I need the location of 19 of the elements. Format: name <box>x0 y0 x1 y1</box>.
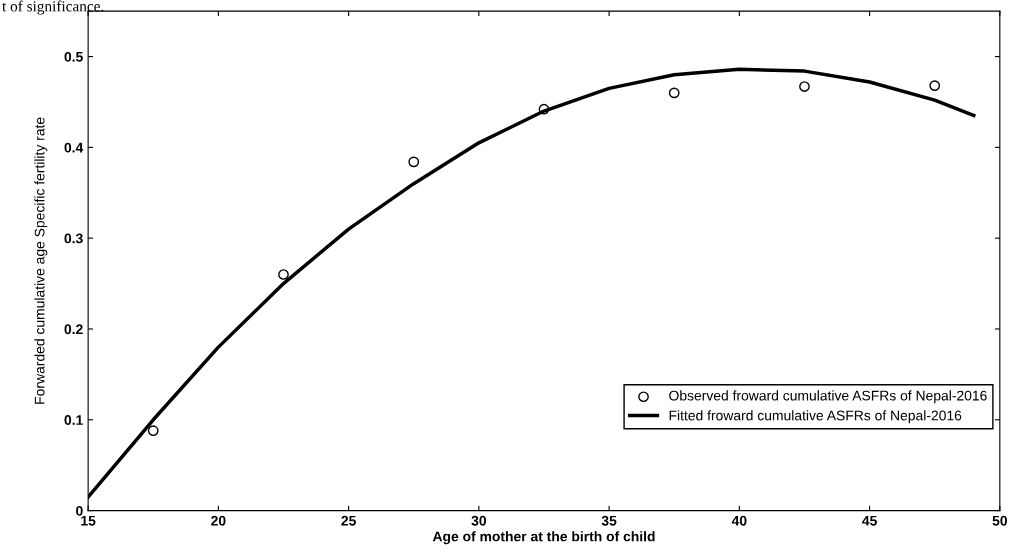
y-tick-label: 0.1 <box>64 415 83 425</box>
x-tick-label: 35 <box>601 515 617 526</box>
legend-label: Fitted froward cumulative ASFRs of Nepal-2016 <box>669 410 962 424</box>
legend-label: Observed froward cumulative ASFRs of Nepal-2016 <box>669 390 987 404</box>
x-tick-label: 45 <box>862 515 877 526</box>
y-tick-label: 0.4 <box>64 142 84 153</box>
y-tick-label: 0.3 <box>64 233 83 244</box>
x-tick-label: 30 <box>471 515 487 526</box>
y-axis-title: Forwarded cumulative age Specific fertility rate <box>34 117 48 404</box>
x-axis-title: Age of mother at the birth of child <box>432 531 655 545</box>
x-tick-label: 40 <box>731 515 747 526</box>
x-tick-label: 15 <box>81 515 96 526</box>
annotation: t of significance. <box>2 0 104 15</box>
y-tick-label: 0 <box>76 505 83 516</box>
y-tick-label: 0.2 <box>64 324 83 335</box>
x-tick-label: 50 <box>992 515 1007 526</box>
x-tick-label: 20 <box>211 515 226 526</box>
y-tick-label: 0.5 <box>64 51 83 62</box>
x-tick-label: 25 <box>341 515 356 526</box>
